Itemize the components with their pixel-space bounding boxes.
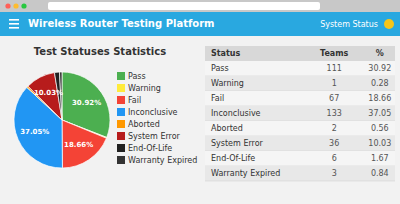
- table-row: [205, 121, 395, 136]
- legend-item: Warning: [117, 84, 161, 93]
- legend-label: Aborted: [128, 120, 160, 129]
- legend-swatch: [117, 132, 125, 140]
- legend-swatch: [117, 96, 125, 104]
- table-cell: 111: [327, 64, 342, 73]
- legend-swatch: [117, 156, 125, 164]
- data-label: 18.66%: [64, 141, 93, 149]
- legend-swatch: [117, 108, 125, 116]
- table-cell: 30.92: [368, 64, 391, 73]
- table-cell: 18.66: [368, 94, 391, 103]
- legend-swatch: [117, 120, 125, 128]
- table-cell: 0.56: [371, 124, 389, 133]
- app-title: Wireless Router Testing Platform: [28, 18, 214, 29]
- table-cell: 6: [332, 154, 337, 163]
- menu-icon: [9, 27, 19, 29]
- table-row: [205, 106, 395, 121]
- legend-swatch: [117, 144, 125, 152]
- table: Status Teams% Pass 111 30.92 Warning 1 0.28 Fail…: [205, 46, 395, 181]
- legend-item: End-Of-Life: [117, 144, 172, 153]
- chart-title: Test Statuses Statistics: [34, 46, 166, 57]
- table-cell: 0.84: [371, 169, 389, 178]
- data-label: 10.03%: [34, 89, 63, 97]
- table-cell: 0.28: [371, 79, 389, 88]
- table-cell: 1.67: [371, 154, 389, 163]
- legend-label: Fail: [128, 96, 141, 105]
- table-cell: 133: [327, 109, 342, 118]
- legend-label: End-Of-Life: [128, 144, 172, 153]
- legend-item: System Error: [117, 132, 181, 141]
- table-cell: System Error: [211, 139, 264, 148]
- window-button: [5, 3, 10, 8]
- table-row: [205, 136, 395, 151]
- table-cell: 67: [329, 94, 339, 103]
- table-header-cell: Status: [211, 49, 241, 58]
- window-button: [21, 3, 26, 8]
- table-cell: Warning: [211, 79, 244, 88]
- table-cell: 10.03: [368, 139, 391, 148]
- row-divider: [205, 181, 395, 182]
- legend-item: Fail: [117, 96, 141, 105]
- table-header-cell: Teams: [320, 49, 349, 58]
- table-cell: 36: [329, 139, 339, 148]
- table-cell: Pass: [211, 64, 229, 73]
- menu-icon: [9, 19, 19, 21]
- legend-item: Warranty Expired: [117, 156, 197, 165]
- table-cell: 2: [332, 124, 337, 133]
- legend-swatch: [117, 84, 125, 92]
- pie-slice: [62, 120, 106, 168]
- table-cell: 37.05: [368, 109, 391, 118]
- table-cell: Aborted: [211, 124, 243, 133]
- legend-label: Inconclusive: [128, 108, 178, 117]
- url-bar: [48, 2, 320, 10]
- table-row: [205, 61, 395, 76]
- table-row: [205, 76, 395, 91]
- legend-label: System Error: [128, 132, 181, 141]
- table-row: [205, 91, 395, 106]
- table-header-cell: %: [376, 49, 384, 58]
- table-header: [205, 46, 395, 61]
- table-row: [205, 166, 395, 181]
- page: Wireless Router Testing Platform System S…: [0, 0, 400, 204]
- data-label: 37.05%: [20, 128, 49, 136]
- pie: [14, 72, 110, 168]
- table-cell: Fail: [211, 94, 224, 103]
- legend-label: Pass: [128, 72, 146, 81]
- settings-icon: [384, 19, 394, 29]
- legend-swatch: [117, 72, 125, 80]
- header-status: System Status: [320, 20, 378, 29]
- legend-item: Inconclusive: [117, 108, 178, 117]
- app-header: [0, 12, 400, 36]
- table-cell: 1: [332, 79, 337, 88]
- table-cell: End-Of-Life: [211, 154, 255, 163]
- menu-icon: [9, 23, 19, 25]
- data-labels: 30.92% 18.66% 37.05% 10.03%: [20, 89, 101, 148]
- window-button: [13, 3, 18, 8]
- data-label: 30.92%: [72, 99, 101, 107]
- legend-item: Pass: [117, 72, 146, 81]
- legend-label: Warranty Expired: [128, 156, 197, 165]
- table-cell: Warranty Expired: [211, 169, 280, 178]
- browser-chrome: [0, 0, 400, 12]
- legend-item: Aborted: [117, 120, 160, 129]
- table-cell: Inconclusive: [211, 109, 261, 118]
- table-cell: 3: [332, 169, 337, 178]
- table-row: [205, 151, 395, 166]
- legend: Pass Warning Fail Inconclusive Aborted System…: [117, 72, 197, 165]
- legend-label: Warning: [128, 84, 161, 93]
